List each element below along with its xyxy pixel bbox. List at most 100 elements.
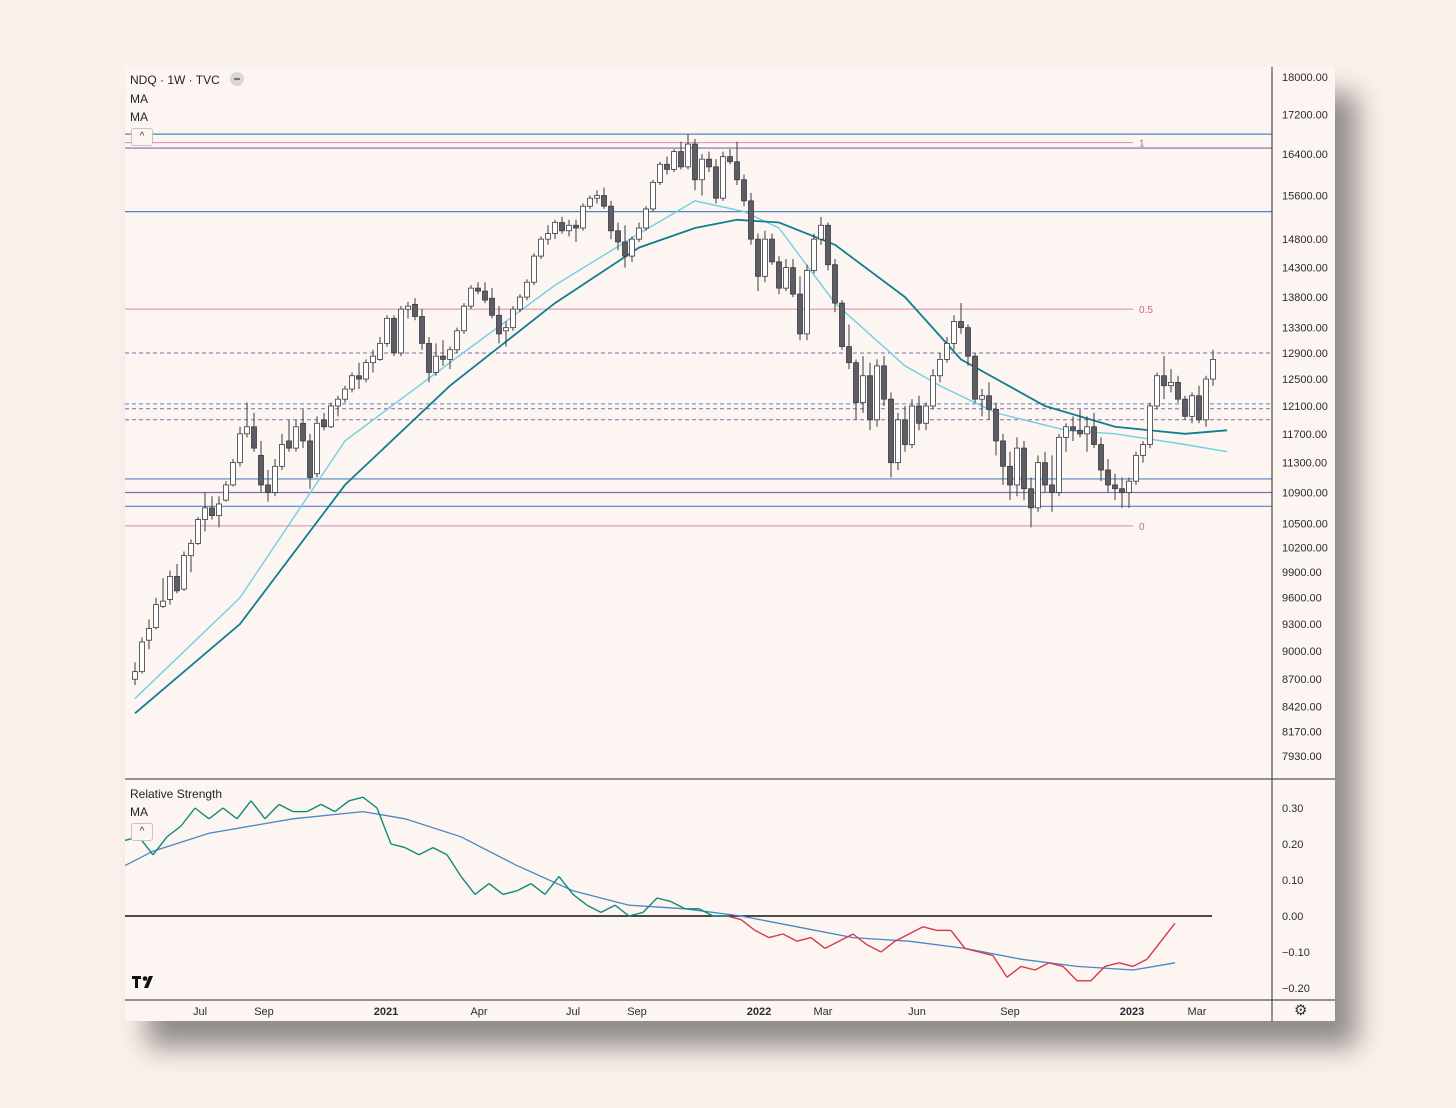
candle-body bbox=[811, 238, 817, 271]
candle-body bbox=[762, 238, 768, 277]
collapse-legend-button[interactable]: ^ bbox=[131, 128, 153, 146]
fibonacci-levels[interactable]: 10.50 bbox=[125, 139, 1153, 533]
rs-line-segment bbox=[852, 933, 868, 946]
axes[interactable]: 18000.00 17200.00 16400.00 15600.00 14800.00… bbox=[125, 67, 1335, 1021]
rs-line-segment bbox=[250, 800, 266, 820]
symbol-title: NDQ · 1W · TVC bbox=[130, 73, 220, 87]
candle-body bbox=[510, 308, 516, 329]
candle-body bbox=[1161, 375, 1167, 387]
rs-line-segment bbox=[502, 890, 518, 896]
fib-level-label: 0 bbox=[1139, 522, 1145, 533]
candle-body bbox=[1133, 454, 1139, 482]
rs-line-segment bbox=[264, 803, 280, 820]
candle-body bbox=[685, 143, 691, 168]
candle-body bbox=[958, 321, 964, 329]
candle-body bbox=[895, 419, 901, 464]
rs-legend-title[interactable]: Relative Strength bbox=[130, 787, 223, 801]
rs-line-segment bbox=[208, 807, 224, 820]
candle-body bbox=[398, 308, 404, 354]
rs-line-segment bbox=[1146, 940, 1162, 960]
candle-body bbox=[531, 255, 537, 283]
candle-body bbox=[713, 166, 719, 199]
horizontal-levels[interactable] bbox=[125, 133, 1272, 507]
candle-body bbox=[1070, 426, 1076, 431]
rs-line-segment bbox=[642, 897, 658, 913]
candle-body bbox=[1147, 405, 1153, 445]
ma-legend-2[interactable]: MA bbox=[130, 110, 148, 124]
chart-canvas[interactable]: 10.50 0.300.200.100.00−0.10−0.20 18000.0… bbox=[125, 67, 1335, 1021]
candle-body bbox=[720, 156, 726, 199]
price-tick-label: 10500.00 bbox=[1282, 518, 1328, 530]
rs-line-segment bbox=[796, 936, 812, 942]
rs-line-segment bbox=[474, 883, 490, 895]
candle-body bbox=[328, 405, 334, 428]
rs-line-segment bbox=[768, 933, 784, 939]
candle-body bbox=[454, 330, 460, 351]
candle-body bbox=[972, 355, 978, 400]
candle-body bbox=[272, 465, 278, 493]
candle-body bbox=[839, 302, 845, 347]
candle-body bbox=[237, 433, 243, 464]
rs-line-segment bbox=[614, 904, 630, 917]
candle-body bbox=[300, 422, 306, 442]
candle-body bbox=[734, 161, 740, 181]
candle-body bbox=[923, 405, 929, 424]
rs-pane[interactable]: 0.30 0.20 0.10 0.00 −0.10 −0.20 bbox=[125, 796, 1310, 995]
rs-line-segment bbox=[1132, 958, 1148, 968]
candle-body bbox=[1007, 465, 1013, 486]
candle-body bbox=[559, 222, 565, 232]
time-tick-label: Sep bbox=[1000, 1006, 1020, 1018]
candle-body bbox=[356, 375, 362, 380]
fib-level-label: 0.5 bbox=[1139, 305, 1153, 316]
candle-body bbox=[783, 267, 789, 289]
eye-icon[interactable] bbox=[229, 72, 244, 86]
candle-body bbox=[636, 227, 642, 240]
rs-line-segment bbox=[404, 846, 420, 856]
rs-ma-legend[interactable]: MA bbox=[130, 805, 148, 819]
candle-body bbox=[1154, 375, 1160, 407]
rs-line-segment bbox=[544, 875, 560, 895]
candle-body bbox=[650, 181, 656, 210]
candle-body bbox=[930, 375, 936, 407]
candle-body bbox=[482, 290, 488, 301]
candle-body bbox=[132, 671, 138, 680]
candle-body bbox=[804, 270, 810, 335]
candle-body bbox=[1035, 462, 1041, 509]
candle-body bbox=[825, 224, 831, 266]
price-tick-label: 10200.00 bbox=[1282, 542, 1328, 554]
candle-body bbox=[1105, 469, 1111, 486]
rs-tick-label: 0.20 bbox=[1282, 839, 1303, 851]
candle-body bbox=[202, 507, 208, 520]
candle-body bbox=[1112, 484, 1118, 490]
candle-body bbox=[1196, 395, 1202, 421]
ma-legend-1[interactable]: MA bbox=[130, 92, 148, 106]
rs-ma-line bbox=[125, 810, 1176, 971]
candle-body bbox=[692, 143, 698, 181]
time-tick-label: Jun bbox=[908, 1006, 926, 1018]
time-tick-label: Sep bbox=[254, 1006, 274, 1018]
candle-body bbox=[601, 195, 607, 207]
rs-tick-label: 0.10 bbox=[1282, 875, 1303, 887]
candle-body bbox=[139, 641, 145, 673]
symbol-legend[interactable]: NDQ · 1W · TVC bbox=[130, 72, 244, 87]
rs-line-segment bbox=[628, 911, 644, 917]
chart-window: 1 0.5 0 0.30 0.20 0.10 0.00 −0.10 −0.20 18000.0… bbox=[125, 67, 1335, 1021]
rs-line-segment bbox=[950, 929, 966, 949]
candle-body bbox=[279, 444, 285, 467]
time-tick-label: Jul bbox=[193, 1006, 207, 1018]
rs-line-segment bbox=[390, 843, 406, 849]
candle-body bbox=[153, 604, 159, 628]
candle-body bbox=[1210, 359, 1216, 380]
candle-body bbox=[216, 503, 222, 517]
tradingview-logo-icon[interactable] bbox=[132, 975, 156, 994]
candle-body bbox=[881, 365, 887, 400]
gear-icon[interactable]: ⚙ bbox=[1294, 1002, 1308, 1019]
candle-body bbox=[251, 426, 257, 449]
candle-body bbox=[174, 576, 180, 592]
candle-body bbox=[440, 355, 446, 360]
rs-tick-label: 0.30 bbox=[1282, 803, 1303, 815]
candle-body bbox=[797, 293, 803, 335]
collapse-rs-legend-button[interactable]: ^ bbox=[131, 823, 153, 841]
candle-body bbox=[846, 346, 852, 364]
candle-body bbox=[293, 426, 299, 449]
